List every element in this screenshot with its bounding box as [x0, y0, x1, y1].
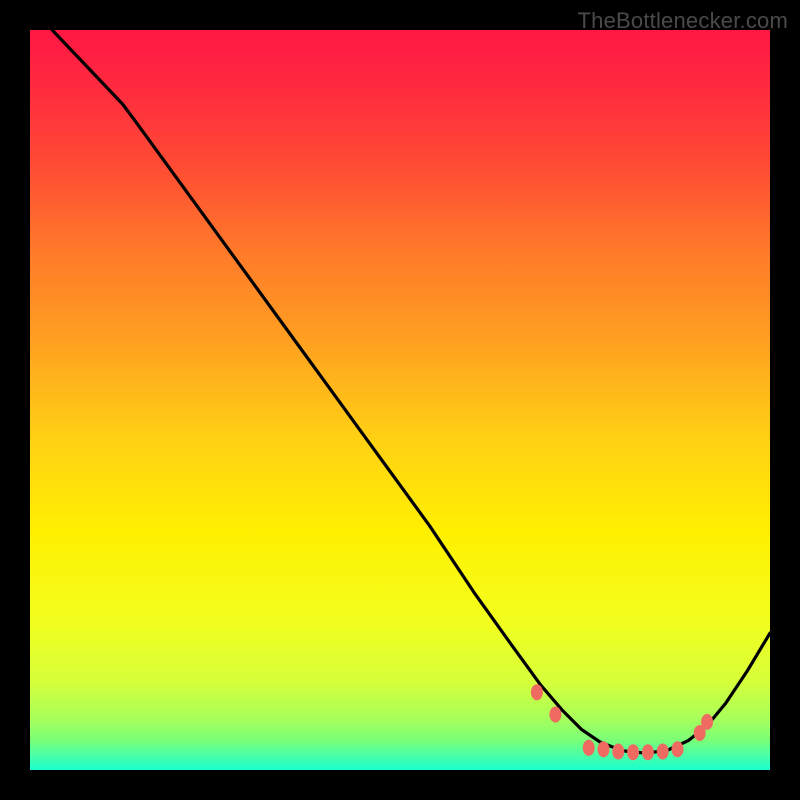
- marker-point: [598, 741, 610, 757]
- marker-point: [549, 707, 561, 723]
- gradient-background: [30, 30, 770, 770]
- marker-point: [531, 684, 543, 700]
- marker-point: [642, 744, 654, 760]
- marker-point: [672, 741, 684, 757]
- marker-point: [627, 744, 639, 760]
- chart-frame: TheBottlenecker.com: [0, 0, 800, 800]
- marker-point: [657, 744, 669, 760]
- marker-point: [612, 744, 624, 760]
- marker-point: [701, 714, 713, 730]
- watermark-text: TheBottlenecker.com: [578, 8, 788, 34]
- chart-svg: [30, 30, 770, 770]
- marker-point: [583, 740, 595, 756]
- chart-stage: [30, 30, 770, 770]
